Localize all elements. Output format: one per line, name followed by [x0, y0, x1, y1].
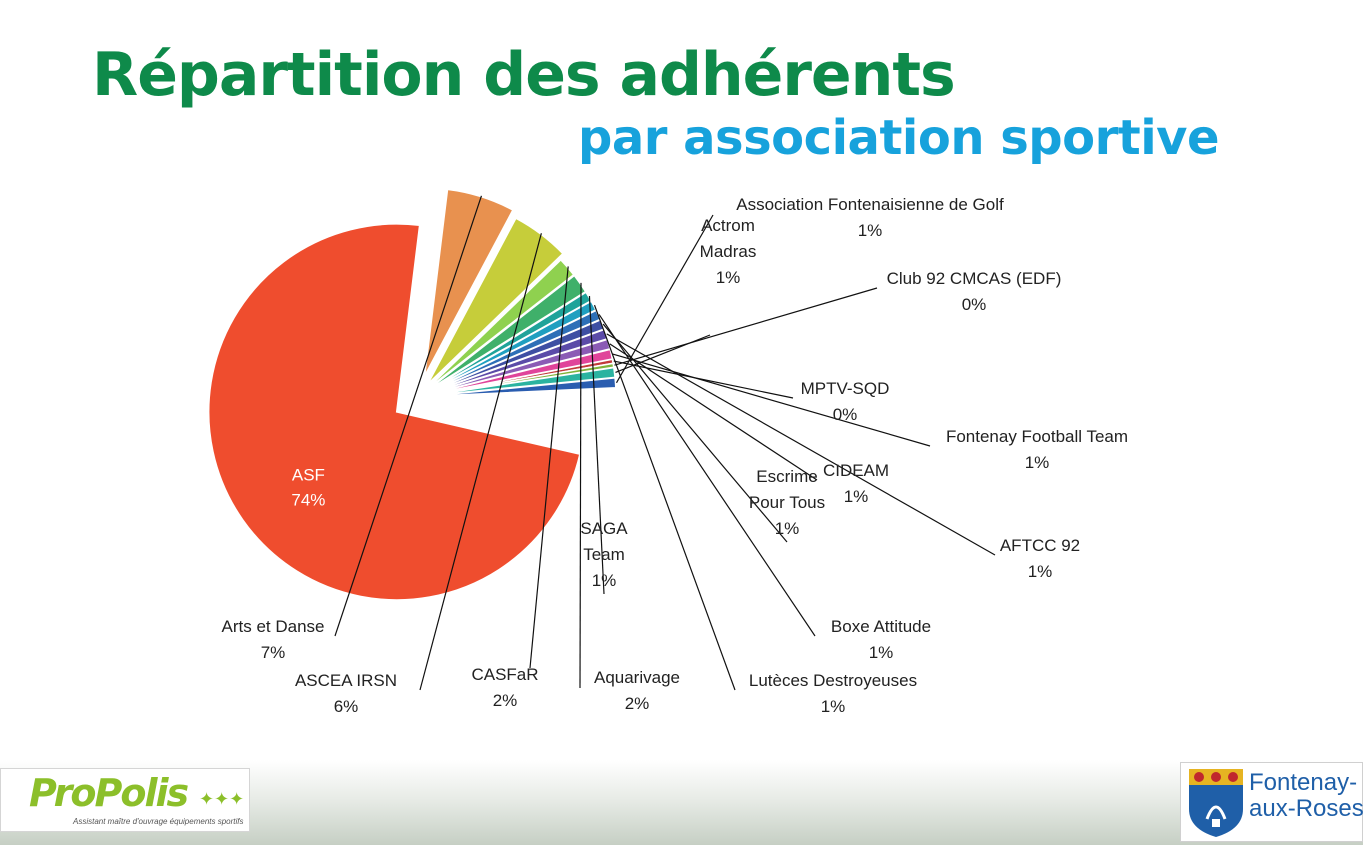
slice-value-fontenay-football-team: 1% [1025, 453, 1050, 472]
slice-label-actrom-madras: Actrom [701, 216, 755, 235]
pie-slice-asf [207, 223, 581, 601]
slice-label-actrom-madras: Madras [700, 242, 757, 261]
slice-label-boxe-attitude: Boxe Attitude [831, 617, 931, 636]
slice-value-cideam: 1% [844, 487, 869, 506]
propolis-logo-name: ProPolis [29, 771, 189, 815]
page-subtitle: par association sportive [578, 110, 1220, 166]
slice-label-ascea-irsn: ASCEA IRSN [295, 671, 397, 690]
pie-slice-aquarivage [425, 274, 587, 392]
slice-value-casfar: 2% [493, 691, 518, 710]
slice-label-saga-team: SAGA [580, 519, 628, 538]
leader-line-ascea-irsn [419, 233, 542, 691]
slice-label-club-92-cmcas-edf: Club 92 CMCAS (EDF) [887, 269, 1062, 288]
slice-label-cideam: CIDEAM [823, 461, 889, 480]
leader-line-casfar [529, 266, 569, 669]
slice-label-mptv-sqd: MPTV-SQD [801, 379, 890, 398]
leader-line-luteces-destroyeuses [593, 304, 736, 691]
fontenay-name-line2: aux-Roses [1249, 795, 1363, 822]
slice-value-luteces-destroyeuses: 1% [821, 697, 846, 716]
fontenay-name-line1: Fontenay- [1249, 769, 1358, 796]
slice-label-saga-team: Team [583, 545, 625, 564]
fontenay-logo: Fontenay- aux-Roses [1180, 762, 1363, 842]
leader-line-club-92-cmcas-edf [614, 287, 878, 366]
running-figures-icon: ✦✦✦ [199, 789, 245, 810]
slice-label-luteces-destroyeuses: Lutèces Destroyeuses [749, 671, 917, 690]
coat-of-arms-icon [1189, 769, 1243, 837]
slice-label-arts-et-danse: Arts et Danse [222, 617, 325, 636]
leader-line-aftcc-92 [606, 333, 996, 556]
slice-value-arts-et-danse: 7% [261, 643, 286, 662]
leader-line-aquarivage [579, 282, 582, 689]
slice-label-casfar: CASFaR [471, 665, 538, 684]
slice-value-association-fontenaisienne-de-golf: 1% [858, 221, 883, 240]
slice-value-escrime-pour-tous: 1% [775, 519, 800, 538]
leader-line-fontenay-football-team [612, 353, 931, 447]
pie-slice-casfar [425, 258, 575, 392]
slice-value-aquarivage: 2% [625, 694, 650, 713]
leader-line-arts-et-danse [334, 195, 483, 637]
leader-line-cideam [609, 343, 818, 481]
slice-value-club-92-cmcas-edf: 0% [962, 295, 987, 314]
slice-label-escrime-pour-tous: Escrime [756, 467, 817, 486]
slice-label-association-fontenaisienne-de-golf: Association Fontenaisienne de Golf [736, 195, 1004, 214]
leader-line-boxe-attitude [598, 314, 816, 637]
propolis-tagline: Assistant maître d'ouvrage équipements s… [73, 817, 244, 826]
slice-value-asf: 74% [291, 491, 325, 510]
slice-label-aftcc-92: AFTCC 92 [1000, 536, 1080, 555]
slice-value-mptv-sqd: 0% [833, 405, 858, 424]
pie-slice-association-fontenaisienne-de-golf [427, 377, 617, 398]
propolis-logo: ProPolis ✦✦✦ Assistant maître d'ouvrage … [0, 768, 250, 832]
slice-value-saga-team: 1% [592, 571, 617, 590]
slice-label-aquarivage: Aquarivage [594, 668, 680, 687]
slice-label-escrime-pour-tous: Pour Tous [749, 493, 825, 512]
pie-chart: ASF 74% Arts et Danse 7% ASCEA IRSN 6% CASFaR 2… [207, 188, 1128, 716]
slice-label-fontenay-football-team: Fontenay Football Team [946, 427, 1128, 446]
slice-value-aftcc-92: 1% [1028, 562, 1053, 581]
slice-value-actrom-madras: 1% [716, 268, 741, 287]
leader-line-association-fontenaisienne-de-golf [615, 214, 714, 384]
leader-line-mptv-sqd [613, 360, 794, 399]
page-title: Répartition des adhérents [92, 40, 956, 110]
leader-line-saga-team [588, 295, 605, 595]
slice-value-ascea-irsn: 6% [334, 697, 359, 716]
slice-value-boxe-attitude: 1% [869, 643, 894, 662]
slice-label-asf: ASF [292, 466, 325, 485]
leader-line-actrom-madras [615, 334, 711, 373]
